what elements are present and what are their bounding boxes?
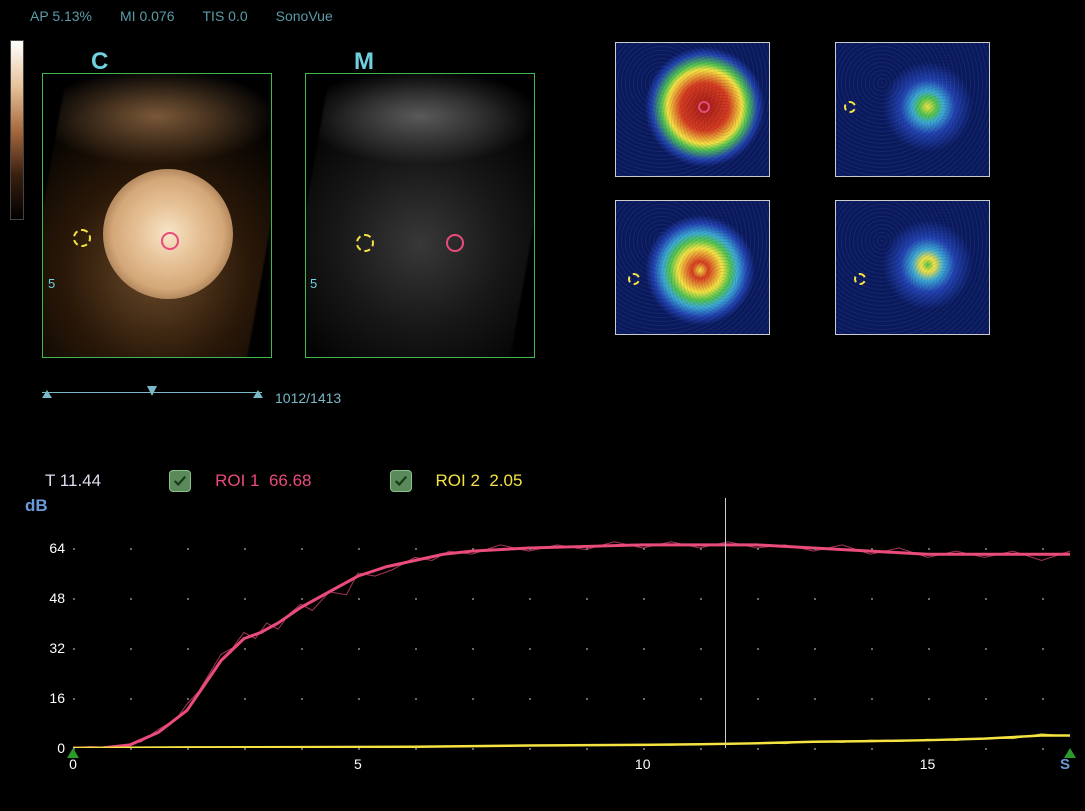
depth-scale-5-c: 5	[48, 276, 55, 291]
contrast-agent: SonoVue	[276, 8, 333, 24]
ap-value: AP 5.13%	[30, 8, 92, 24]
frame-counter: 1012/1413	[275, 390, 341, 406]
contrast-image	[43, 74, 271, 357]
woauc-panel[interactable]: WoAUC	[835, 200, 990, 335]
y-tick-label: 0	[37, 740, 65, 756]
cine-slider-handle[interactable]	[147, 386, 157, 396]
roi1-marker-m[interactable]	[446, 234, 464, 252]
roi1-marker[interactable]	[161, 232, 179, 250]
tic-plot-area[interactable]: S 644832160051015	[73, 498, 1070, 768]
check-icon	[173, 474, 187, 488]
time-cursor[interactable]	[725, 498, 726, 748]
y-tick-label: 48	[37, 590, 65, 606]
roi2-marker-m[interactable]	[356, 234, 374, 252]
x-axis-unit: S	[1060, 756, 1070, 773]
wiauc-panel[interactable]: WiAUC	[615, 200, 770, 335]
pki-panel[interactable]: PkI	[615, 42, 770, 177]
y-tick-label: 32	[37, 640, 65, 656]
x-tick-label: 15	[920, 756, 936, 772]
roi2-auc	[844, 101, 856, 113]
depth-scale-5-m: 5	[310, 276, 317, 291]
x-tick-label: 10	[635, 756, 651, 772]
roi2-wiauc	[628, 273, 640, 285]
scan-info-header: AP 5.13% MI 0.076 TIS 0.0 SonoVue	[30, 8, 333, 24]
ultrasound-contrast-panel[interactable]: C 0	[42, 73, 272, 358]
x-tick-label: 0	[69, 756, 77, 772]
roi2-legend-label: ROI 2 2.05	[436, 471, 523, 491]
panel-label-m: M	[354, 48, 374, 76]
intensity-colorbar	[10, 40, 24, 220]
chart-header: T 11.44 ROI 1 66.68 ROI 2 2.05	[45, 470, 1070, 492]
bmode-image	[306, 74, 534, 357]
y-tick-label: 16	[37, 690, 65, 706]
cine-end-marker[interactable]	[253, 390, 263, 398]
mi-value: MI 0.076	[120, 8, 174, 24]
roi2-woauc	[854, 273, 866, 285]
time-cursor-label: T 11.44	[45, 471, 101, 491]
cine-start-marker[interactable]	[42, 390, 52, 398]
x-tick-label: 5	[354, 756, 362, 772]
ultrasound-bmode-panel[interactable]: M 0	[305, 73, 535, 358]
roi2-checkbox[interactable]	[390, 470, 412, 492]
panel-label-c: C	[91, 48, 108, 76]
tic-chart-container: T 11.44 ROI 1 66.68 ROI 2 2.05 dB S 6448…	[25, 470, 1070, 806]
y-tick-label: 64	[37, 540, 65, 556]
roi1-pki	[698, 101, 710, 113]
roi2-marker[interactable]	[73, 229, 91, 247]
tis-value: TIS 0.0	[203, 8, 248, 24]
roi1-checkbox[interactable]	[169, 470, 191, 492]
auc-panel[interactable]: AUC	[835, 42, 990, 177]
y-axis-unit: dB	[25, 496, 48, 516]
tic-curves-svg	[73, 498, 1070, 748]
check-icon	[394, 474, 408, 488]
roi1-legend-label: ROI 1 66.68	[215, 471, 311, 491]
